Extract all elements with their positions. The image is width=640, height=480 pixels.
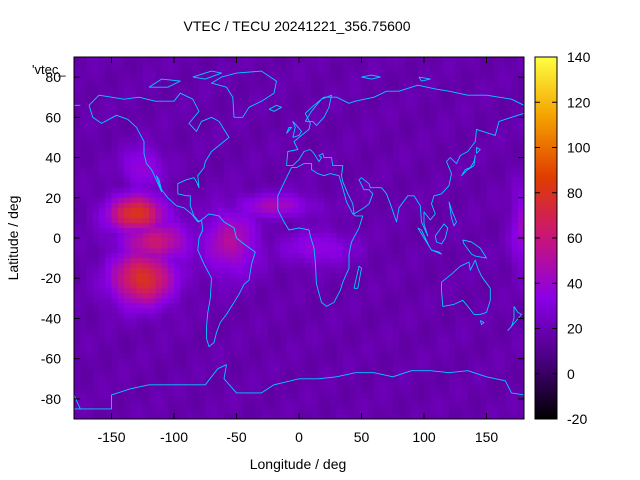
colorbar-tick-label: 0 xyxy=(567,366,575,382)
colorbar-tick-label: 80 xyxy=(567,185,583,201)
coastline-segment xyxy=(461,155,476,177)
coastline-segment xyxy=(441,259,491,315)
x-tick-label: 50 xyxy=(354,429,370,445)
y-axis-label: Latitude / deg xyxy=(5,196,21,281)
coastline-segment xyxy=(268,104,282,112)
colorbar-tick-label: -20 xyxy=(567,411,587,427)
coastline-segment xyxy=(292,120,302,138)
y-tick-label: 40 xyxy=(45,150,61,166)
y-axis-ticks: -80 -60 -40 -20 0 20 40 60 80 xyxy=(41,69,524,407)
coastline-segment xyxy=(361,74,381,80)
colorbar-tick-label: 100 xyxy=(567,140,591,156)
colorbar-tick-label: 140 xyxy=(567,49,591,65)
y-tick-label: 20 xyxy=(45,190,61,206)
heatmap-cells xyxy=(74,57,524,419)
y-tick-label: 0 xyxy=(53,230,61,246)
coastlines xyxy=(74,70,524,410)
coastline-segment xyxy=(192,70,222,80)
coastline-segment xyxy=(304,94,332,126)
x-tick-label: 0 xyxy=(295,429,303,445)
x-axis-ticks: -150 -100 -50 0 50 100 150 xyxy=(97,57,498,445)
coastline-segment xyxy=(476,147,481,154)
colorbar-tick-label: 120 xyxy=(567,94,591,110)
colorbar-tick-label: 20 xyxy=(567,321,583,337)
coastline-segment xyxy=(448,201,457,227)
y-tick-label: -80 xyxy=(41,391,61,407)
coastline-segment xyxy=(434,223,449,245)
coastline-segment xyxy=(286,84,524,166)
coastline-segment xyxy=(507,306,522,331)
coastline-segment xyxy=(418,76,431,82)
x-tick-label: -150 xyxy=(97,429,125,445)
y-tick-label: -60 xyxy=(41,351,61,367)
y-tick-label: 80 xyxy=(45,69,61,85)
x-axis-label: Longitude / deg xyxy=(250,456,347,472)
chart-title: VTEC / TECU 20241221_356.75600 xyxy=(183,18,410,34)
coastline-segment xyxy=(211,70,277,118)
coastline-segment xyxy=(353,265,362,289)
coastline-segment xyxy=(148,78,181,88)
y-tick-label: -20 xyxy=(41,270,61,286)
coastline-segment xyxy=(417,227,432,251)
coastline-segment xyxy=(431,249,442,255)
colorbar-tick-label: 60 xyxy=(567,230,583,246)
coastline-segment xyxy=(286,112,524,237)
coastline-segment xyxy=(479,320,485,325)
x-tick-label: -50 xyxy=(226,429,246,445)
x-tick-label: 100 xyxy=(412,429,436,445)
coastline-segment xyxy=(88,92,230,223)
coastline-segment xyxy=(197,213,256,348)
x-tick-label: 150 xyxy=(475,429,499,445)
coastline-segment xyxy=(74,394,81,410)
coastline-segment xyxy=(277,163,364,307)
coastline-segment xyxy=(74,364,524,410)
y-tick-label: 60 xyxy=(45,109,61,125)
x-tick-label: -100 xyxy=(160,429,188,445)
y-tick-label: -40 xyxy=(41,310,61,326)
colorbar-tick-label: 40 xyxy=(567,275,583,291)
colorbar-ticks: -20 0 20 40 60 80 100 120 140 xyxy=(535,49,591,427)
heatmap xyxy=(74,57,524,419)
coastline-segment xyxy=(462,239,487,259)
coastline-segment xyxy=(286,126,292,134)
key-label: 'vtec_ xyxy=(32,62,66,77)
